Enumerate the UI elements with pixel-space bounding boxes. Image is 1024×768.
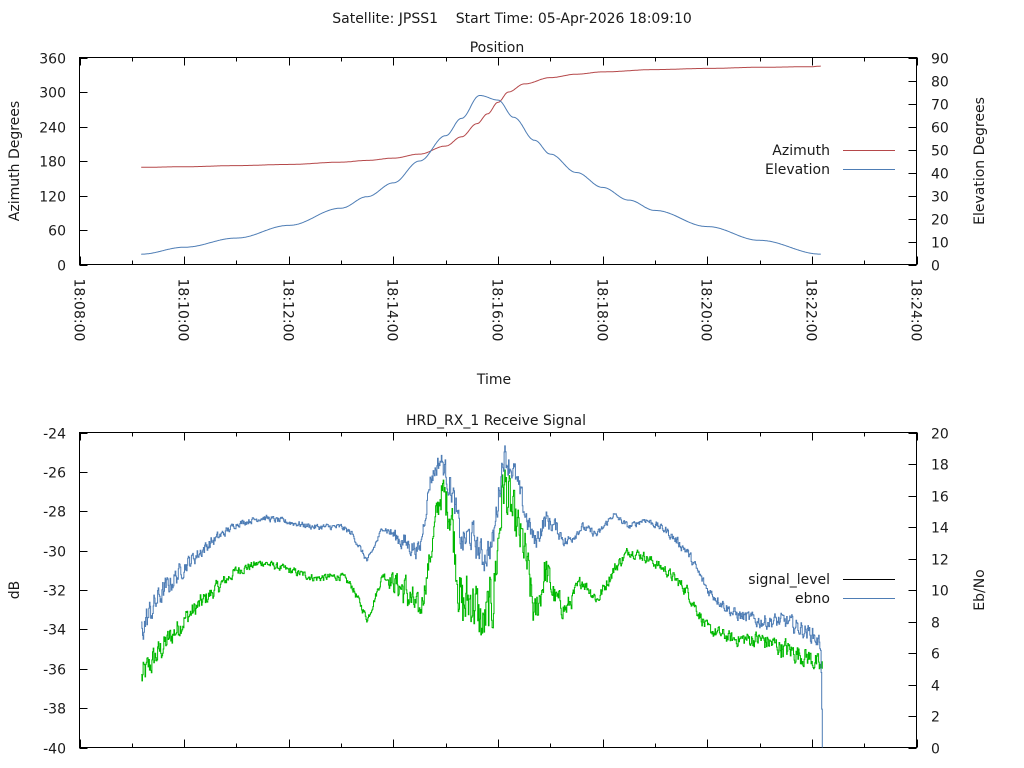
- x-tick-label: 18:10:00: [175, 279, 191, 342]
- signal-legend: signal_level ebno: [748, 572, 895, 607]
- y-tick-label: -28: [43, 505, 66, 521]
- y-tick-label: -30: [43, 545, 66, 561]
- y2-tick-label: 20: [931, 427, 949, 443]
- y2-tick-label: 80: [931, 75, 949, 91]
- y2-tick-label: 16: [931, 490, 949, 506]
- elevation-axis-label: Elevation Degrees: [972, 97, 988, 225]
- receive-signal-chart: HRD_RX_1 Receive Signal -40-38-36-34-32-…: [7, 413, 988, 758]
- x-tick-label: 18:20:00: [698, 279, 714, 342]
- y2-tick-label: 70: [931, 98, 949, 114]
- time-axis-label: Time: [476, 372, 511, 388]
- position-plot-frame: [79, 57, 917, 265]
- y2-tick-label: 90: [931, 52, 949, 68]
- position-chart-title: Position: [470, 40, 525, 56]
- x-tick-label: 18:18:00: [594, 279, 610, 342]
- y-tick-label: 0: [57, 259, 66, 275]
- y2-tick-label: 6: [931, 647, 940, 663]
- ebno-axis-label: Eb/No: [972, 569, 988, 611]
- y2-tick-label: 4: [931, 679, 940, 695]
- y-tick-label: -38: [43, 702, 66, 718]
- y2-tick-label: 10: [931, 236, 949, 252]
- position-chart: Position 18:08:00 18:10:00 18:12:00 18:14:0…: [7, 40, 988, 388]
- y-tick-label: -24: [43, 427, 66, 443]
- x-tick-label: 18:16:00: [489, 279, 505, 342]
- y2-tick-label: 0: [931, 259, 940, 275]
- y-tick-label: 300: [39, 86, 66, 102]
- receive-signal-chart-title: HRD_RX_1 Receive Signal: [406, 413, 586, 429]
- y2-tick-label: 12: [931, 553, 949, 569]
- y-tick-label: -40: [43, 742, 66, 758]
- y2-tick-label: 20: [931, 213, 949, 229]
- y2-tick-label: 40: [931, 167, 949, 183]
- signal-plot-frame: [79, 432, 917, 748]
- db-axis-label: dB: [7, 581, 23, 600]
- series-line-signal-level: [141, 469, 823, 682]
- y2-tick-label: 50: [931, 144, 949, 160]
- y-tick-label: -32: [43, 584, 66, 600]
- legend-signal-level-label: signal_level: [748, 572, 830, 588]
- y2-tick-label: 0: [931, 742, 940, 758]
- y-tick-label: 60: [48, 224, 66, 240]
- y2-tick-label: 2: [931, 710, 940, 726]
- signal-lines: [141, 445, 823, 748]
- x-tick-label: 18:12:00: [280, 279, 296, 342]
- x-tick-label: 18:14:00: [384, 279, 400, 342]
- azimuth-axis-label: Azimuth Degrees: [7, 101, 23, 221]
- position-lines: [141, 65, 821, 255]
- y-tick-label: 240: [39, 121, 66, 137]
- series-line-azimuth: [141, 65, 821, 168]
- y-tick-label: -26: [43, 466, 66, 482]
- legend-elevation-label: Elevation: [765, 162, 830, 178]
- position-legend: Azimuth Elevation: [765, 143, 895, 178]
- y2-tick-label: 18: [931, 458, 949, 474]
- y2-tick-label: 14: [931, 521, 949, 537]
- main-title: Satellite: JPSS1 Start Time: 05-Apr-2026…: [332, 11, 692, 27]
- series-line-elevation: [141, 95, 821, 255]
- y2-tick-label: 60: [931, 121, 949, 137]
- x-tick-label: 18:08:00: [71, 279, 87, 342]
- series-line-ebno: [141, 445, 823, 748]
- y-tick-label: 180: [39, 155, 66, 171]
- y2-tick-label: 30: [931, 190, 949, 206]
- legend-ebno-label: ebno: [795, 591, 830, 607]
- x-tick-label: 18:24:00: [908, 279, 924, 342]
- y-tick-label: 360: [39, 52, 66, 68]
- y2-tick-label: 8: [931, 616, 940, 632]
- y2-tick-label: 10: [931, 584, 949, 600]
- signal-ticks: -40 -38 -36 -34 -32 -30 -28 -26 -24 0 2 4 6 8 10 12 14 16…: [43, 427, 949, 758]
- x-tick-label: 18:22:00: [803, 279, 819, 342]
- y-tick-label: 120: [39, 190, 66, 206]
- legend-azimuth-label: Azimuth: [772, 143, 830, 159]
- position-ticks: 18:08:00 18:10:00 18:12:00 18:14:00 18:16:00…: [39, 52, 949, 342]
- y-tick-label: -36: [43, 663, 66, 679]
- y-tick-label: -34: [43, 623, 66, 639]
